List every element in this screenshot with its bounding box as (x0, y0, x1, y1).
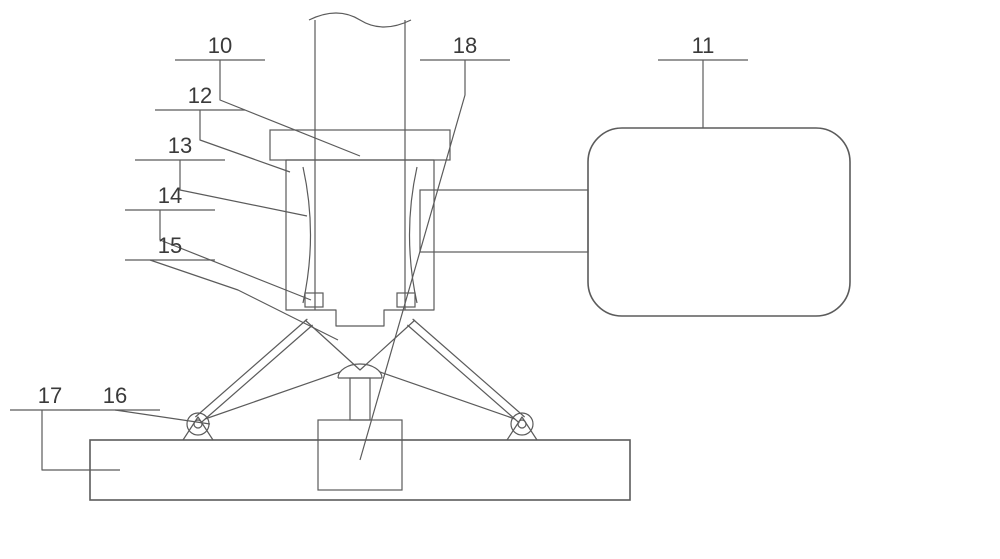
label-l14: 14 (158, 183, 182, 208)
label-l16: 16 (103, 383, 127, 408)
label-l17: 17 (38, 383, 62, 408)
label-l12: 12 (188, 83, 212, 108)
label-l15: 15 (158, 233, 182, 258)
label-l11: 11 (692, 33, 715, 58)
technical-diagram: 10 12 13 14 15 18 11 16 17 (0, 0, 1000, 559)
label-l13: 13 (168, 133, 192, 158)
label-l10: 10 (208, 33, 232, 58)
label-l18: 18 (453, 33, 477, 58)
